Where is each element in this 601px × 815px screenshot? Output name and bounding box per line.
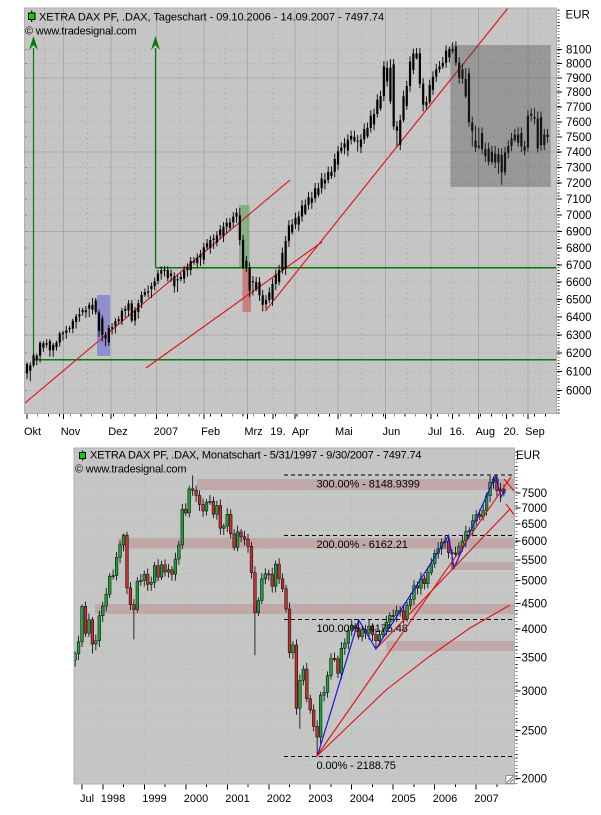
svg-text:Nov: Nov [61, 426, 81, 438]
svg-text:200.00% - 6162.21: 200.00% - 6162.21 [317, 539, 408, 551]
svg-text:EUR: EUR [566, 10, 590, 22]
svg-text:7500: 7500 [522, 488, 548, 500]
svg-text:2003: 2003 [308, 793, 332, 805]
svg-text:2500: 2500 [522, 725, 548, 737]
svg-text:6500: 6500 [522, 519, 548, 531]
svg-text:100.00% - 4175.48: 100.00% - 4175.48 [317, 623, 408, 635]
svg-text:7200: 7200 [566, 178, 592, 190]
svg-text:© www.tradesignal.com: © www.tradesignal.com [75, 464, 186, 476]
svg-text:1998: 1998 [101, 793, 125, 805]
svg-text:Aug: Aug [475, 426, 495, 438]
svg-text:7400: 7400 [566, 147, 592, 159]
svg-text:Apr: Apr [292, 426, 309, 438]
svg-text:6000: 6000 [522, 536, 548, 548]
svg-text:8000: 8000 [566, 58, 592, 70]
svg-text:1999: 1999 [142, 793, 166, 805]
svg-text:Jul: Jul [80, 793, 94, 805]
svg-text:© www.tradesignal.com: © www.tradesignal.com [25, 26, 136, 38]
svg-text:Okt: Okt [24, 426, 41, 438]
svg-text:7100: 7100 [566, 194, 592, 206]
svg-text:7000: 7000 [522, 503, 548, 515]
svg-text:2006: 2006 [433, 793, 457, 805]
svg-text:2001: 2001 [225, 793, 249, 805]
svg-text:8100: 8100 [566, 44, 592, 56]
svg-text:2007: 2007 [154, 426, 178, 438]
svg-text:7300: 7300 [566, 163, 592, 175]
svg-text:Sep: Sep [525, 426, 545, 438]
svg-text:7800: 7800 [566, 87, 592, 99]
svg-text:6200: 6200 [566, 348, 592, 360]
svg-text:6300: 6300 [566, 330, 592, 342]
svg-text:7700: 7700 [566, 102, 592, 114]
svg-text:5000: 5000 [522, 576, 548, 588]
svg-text:6400: 6400 [566, 312, 592, 324]
svg-text:3500: 3500 [522, 653, 548, 665]
svg-text:2004: 2004 [350, 793, 374, 805]
svg-text:6800: 6800 [566, 243, 592, 255]
svg-text:16.: 16. [450, 426, 465, 438]
svg-text:300.00% - 8148.9399: 300.00% - 8148.9399 [317, 479, 420, 491]
svg-text:7000: 7000 [566, 210, 592, 222]
svg-text:XETRA DAX PF, .DAX, Tageschart: XETRA DAX PF, .DAX, Tageschart - 09.10.2… [39, 12, 384, 24]
svg-text:2002: 2002 [267, 793, 291, 805]
svg-text:Mrz: Mrz [244, 426, 262, 438]
svg-text:2005: 2005 [391, 793, 415, 805]
svg-text:0.00% - 2188.75: 0.00% - 2188.75 [317, 760, 396, 772]
svg-text:7600: 7600 [566, 117, 592, 129]
svg-text:19.: 19. [270, 426, 285, 438]
svg-text:6100: 6100 [566, 367, 592, 379]
svg-text:20.: 20. [504, 426, 519, 438]
svg-text:6900: 6900 [566, 227, 592, 239]
svg-text:7900: 7900 [566, 73, 592, 85]
svg-text:4500: 4500 [522, 598, 548, 610]
svg-text:Feb: Feb [201, 426, 220, 438]
svg-text:2000: 2000 [184, 793, 208, 805]
svg-text:3000: 3000 [522, 686, 548, 698]
svg-text:4000: 4000 [522, 624, 548, 636]
svg-text:6700: 6700 [566, 260, 592, 272]
svg-text:5500: 5500 [522, 555, 548, 567]
svg-text:Dez: Dez [108, 426, 128, 438]
svg-text:EUR: EUR [516, 450, 540, 462]
svg-text:7500: 7500 [566, 132, 592, 144]
svg-text:XETRA DAX PF, .DAX, Monatschar: XETRA DAX PF, .DAX, Monatschart - 5/31/1… [90, 450, 421, 462]
svg-text:Jun: Jun [383, 426, 401, 438]
svg-text:Mai: Mai [335, 426, 353, 438]
svg-text:Jul: Jul [428, 426, 442, 438]
svg-text:2007: 2007 [474, 793, 498, 805]
svg-text:6500: 6500 [566, 294, 592, 306]
svg-text:6600: 6600 [566, 277, 592, 289]
svg-text:2000: 2000 [522, 774, 548, 786]
svg-text:6000: 6000 [566, 385, 592, 397]
